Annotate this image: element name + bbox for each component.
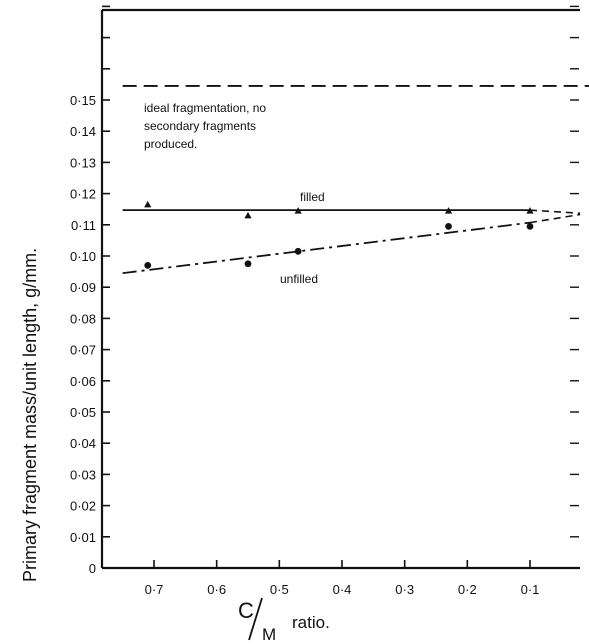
filled-data-point: [444, 207, 453, 214]
y-tick-label: 0: [89, 561, 96, 576]
y-tick-label: 0·13: [70, 155, 96, 170]
y-tick-label: 0·12: [70, 187, 96, 202]
x-axis-label-denominator: M: [262, 625, 276, 644]
x-axis-label-slash: [248, 597, 263, 641]
unfilled-data-point: [244, 260, 252, 268]
unfilled-data-point: [526, 222, 534, 230]
filled-data-point: [526, 207, 534, 214]
filled-series-label: filled: [300, 190, 325, 204]
y-tick-label: 0·09: [70, 280, 96, 295]
tick-marks: [102, 5, 579, 569]
series-lines: [122, 85, 589, 275]
filled-data-point: [244, 211, 252, 219]
x-tick-label: 0·2: [458, 582, 477, 597]
y-tick-label: 0·07: [70, 343, 96, 358]
ideal-annotation-line-2: secondary fragments: [144, 119, 256, 133]
unfilled-data-point: [144, 261, 152, 269]
ideal-annotation-line-1: ideal fragmentation, no: [144, 101, 266, 115]
ideal-annotation-line-3: produced.: [144, 137, 197, 151]
unfilled-fit-line: [122, 221, 531, 275]
y-tick-label: 0·02: [70, 499, 96, 514]
data-points: [144, 200, 534, 269]
y-tick-label: 0·08: [70, 311, 96, 326]
y-tick-label: 0·11: [71, 218, 96, 233]
x-tick-label: 0·7: [145, 582, 164, 597]
x-tick-label: 0·3: [395, 582, 414, 597]
x-tick-label: 0·1: [521, 582, 540, 597]
y-tick-label: 0·10: [70, 249, 96, 264]
y-tick-label: 0·14: [70, 124, 96, 139]
unfilled-data-point: [445, 222, 452, 230]
x-tick-label: 0·4: [333, 582, 352, 597]
x-tick-labels: 0·7 0·6 0·5 0·4 0·3 0·2 0·1: [145, 582, 540, 597]
plot-frame: [100, 8, 580, 570]
y-tick-label: 0·05: [70, 405, 96, 420]
y-axis-label: Primary fragment mass/unit length, g/mm.: [20, 248, 40, 582]
filled-data-point: [144, 200, 152, 208]
y-tick-labels: 0 0·01 0·02 0·03 0·04 0·05 0·06 0·07 0·08 0·09 0·1…: [70, 93, 96, 576]
x-axis-label-suffix: ratio.: [292, 613, 330, 632]
x-axis-label: C M ratio.: [238, 597, 330, 644]
y-tick-label: 0·01: [70, 530, 96, 545]
unfilled-extrapolation-line: [529, 213, 581, 224]
y-tick-label: 0·15: [70, 93, 96, 108]
x-tick-label: 0·5: [270, 582, 289, 597]
x-axis-label-numerator: C: [238, 598, 254, 623]
unfilled-series-label: unfilled: [280, 272, 318, 286]
filled-extrapolation-line: [529, 209, 581, 215]
filled-data-point: [294, 207, 302, 214]
x-tick-label: 0·6: [207, 582, 226, 597]
y-tick-label: 0·03: [70, 467, 96, 482]
unfilled-data-point: [294, 247, 302, 255]
y-tick-label: 0·06: [70, 374, 96, 389]
y-tick-label: 0·04: [70, 436, 96, 451]
